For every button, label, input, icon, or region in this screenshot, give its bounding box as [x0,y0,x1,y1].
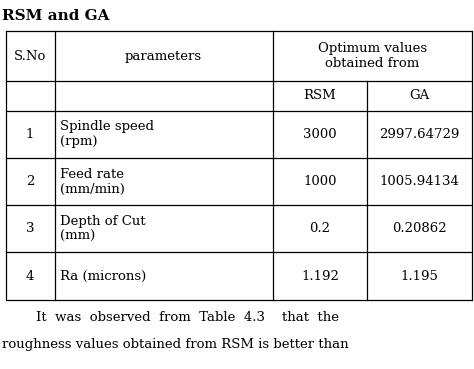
Text: Spindle speed
(rpm): Spindle speed (rpm) [60,120,154,148]
Text: roughness values obtained from RSM is better than: roughness values obtained from RSM is be… [2,338,349,351]
Text: It  was  observed  from  Table  4.3    that  the: It was observed from Table 4.3 that the [2,311,339,324]
Text: 0.20862: 0.20862 [392,222,447,235]
Text: 4: 4 [26,269,34,283]
Text: 1005.94134: 1005.94134 [380,175,459,188]
Text: 1.192: 1.192 [301,269,339,283]
Text: parameters: parameters [125,50,202,63]
Text: 0.2: 0.2 [310,222,330,235]
Text: 2: 2 [26,175,34,188]
Text: 3000: 3000 [303,128,337,141]
Text: S.No: S.No [14,50,46,63]
Text: RSM: RSM [303,89,337,103]
Text: 2997.64729: 2997.64729 [379,128,460,141]
Text: 1.195: 1.195 [401,269,438,283]
Text: Feed rate
(mm/min): Feed rate (mm/min) [60,168,125,196]
Text: Optimum values
obtained from: Optimum values obtained from [318,42,427,70]
Text: RSM and GA: RSM and GA [2,9,110,23]
Text: Ra (microns): Ra (microns) [60,269,146,283]
Text: Depth of Cut
(mm): Depth of Cut (mm) [60,215,146,243]
Text: 1: 1 [26,128,34,141]
Text: 3: 3 [26,222,34,235]
Text: 1000: 1000 [303,175,337,188]
Text: GA: GA [410,89,429,103]
